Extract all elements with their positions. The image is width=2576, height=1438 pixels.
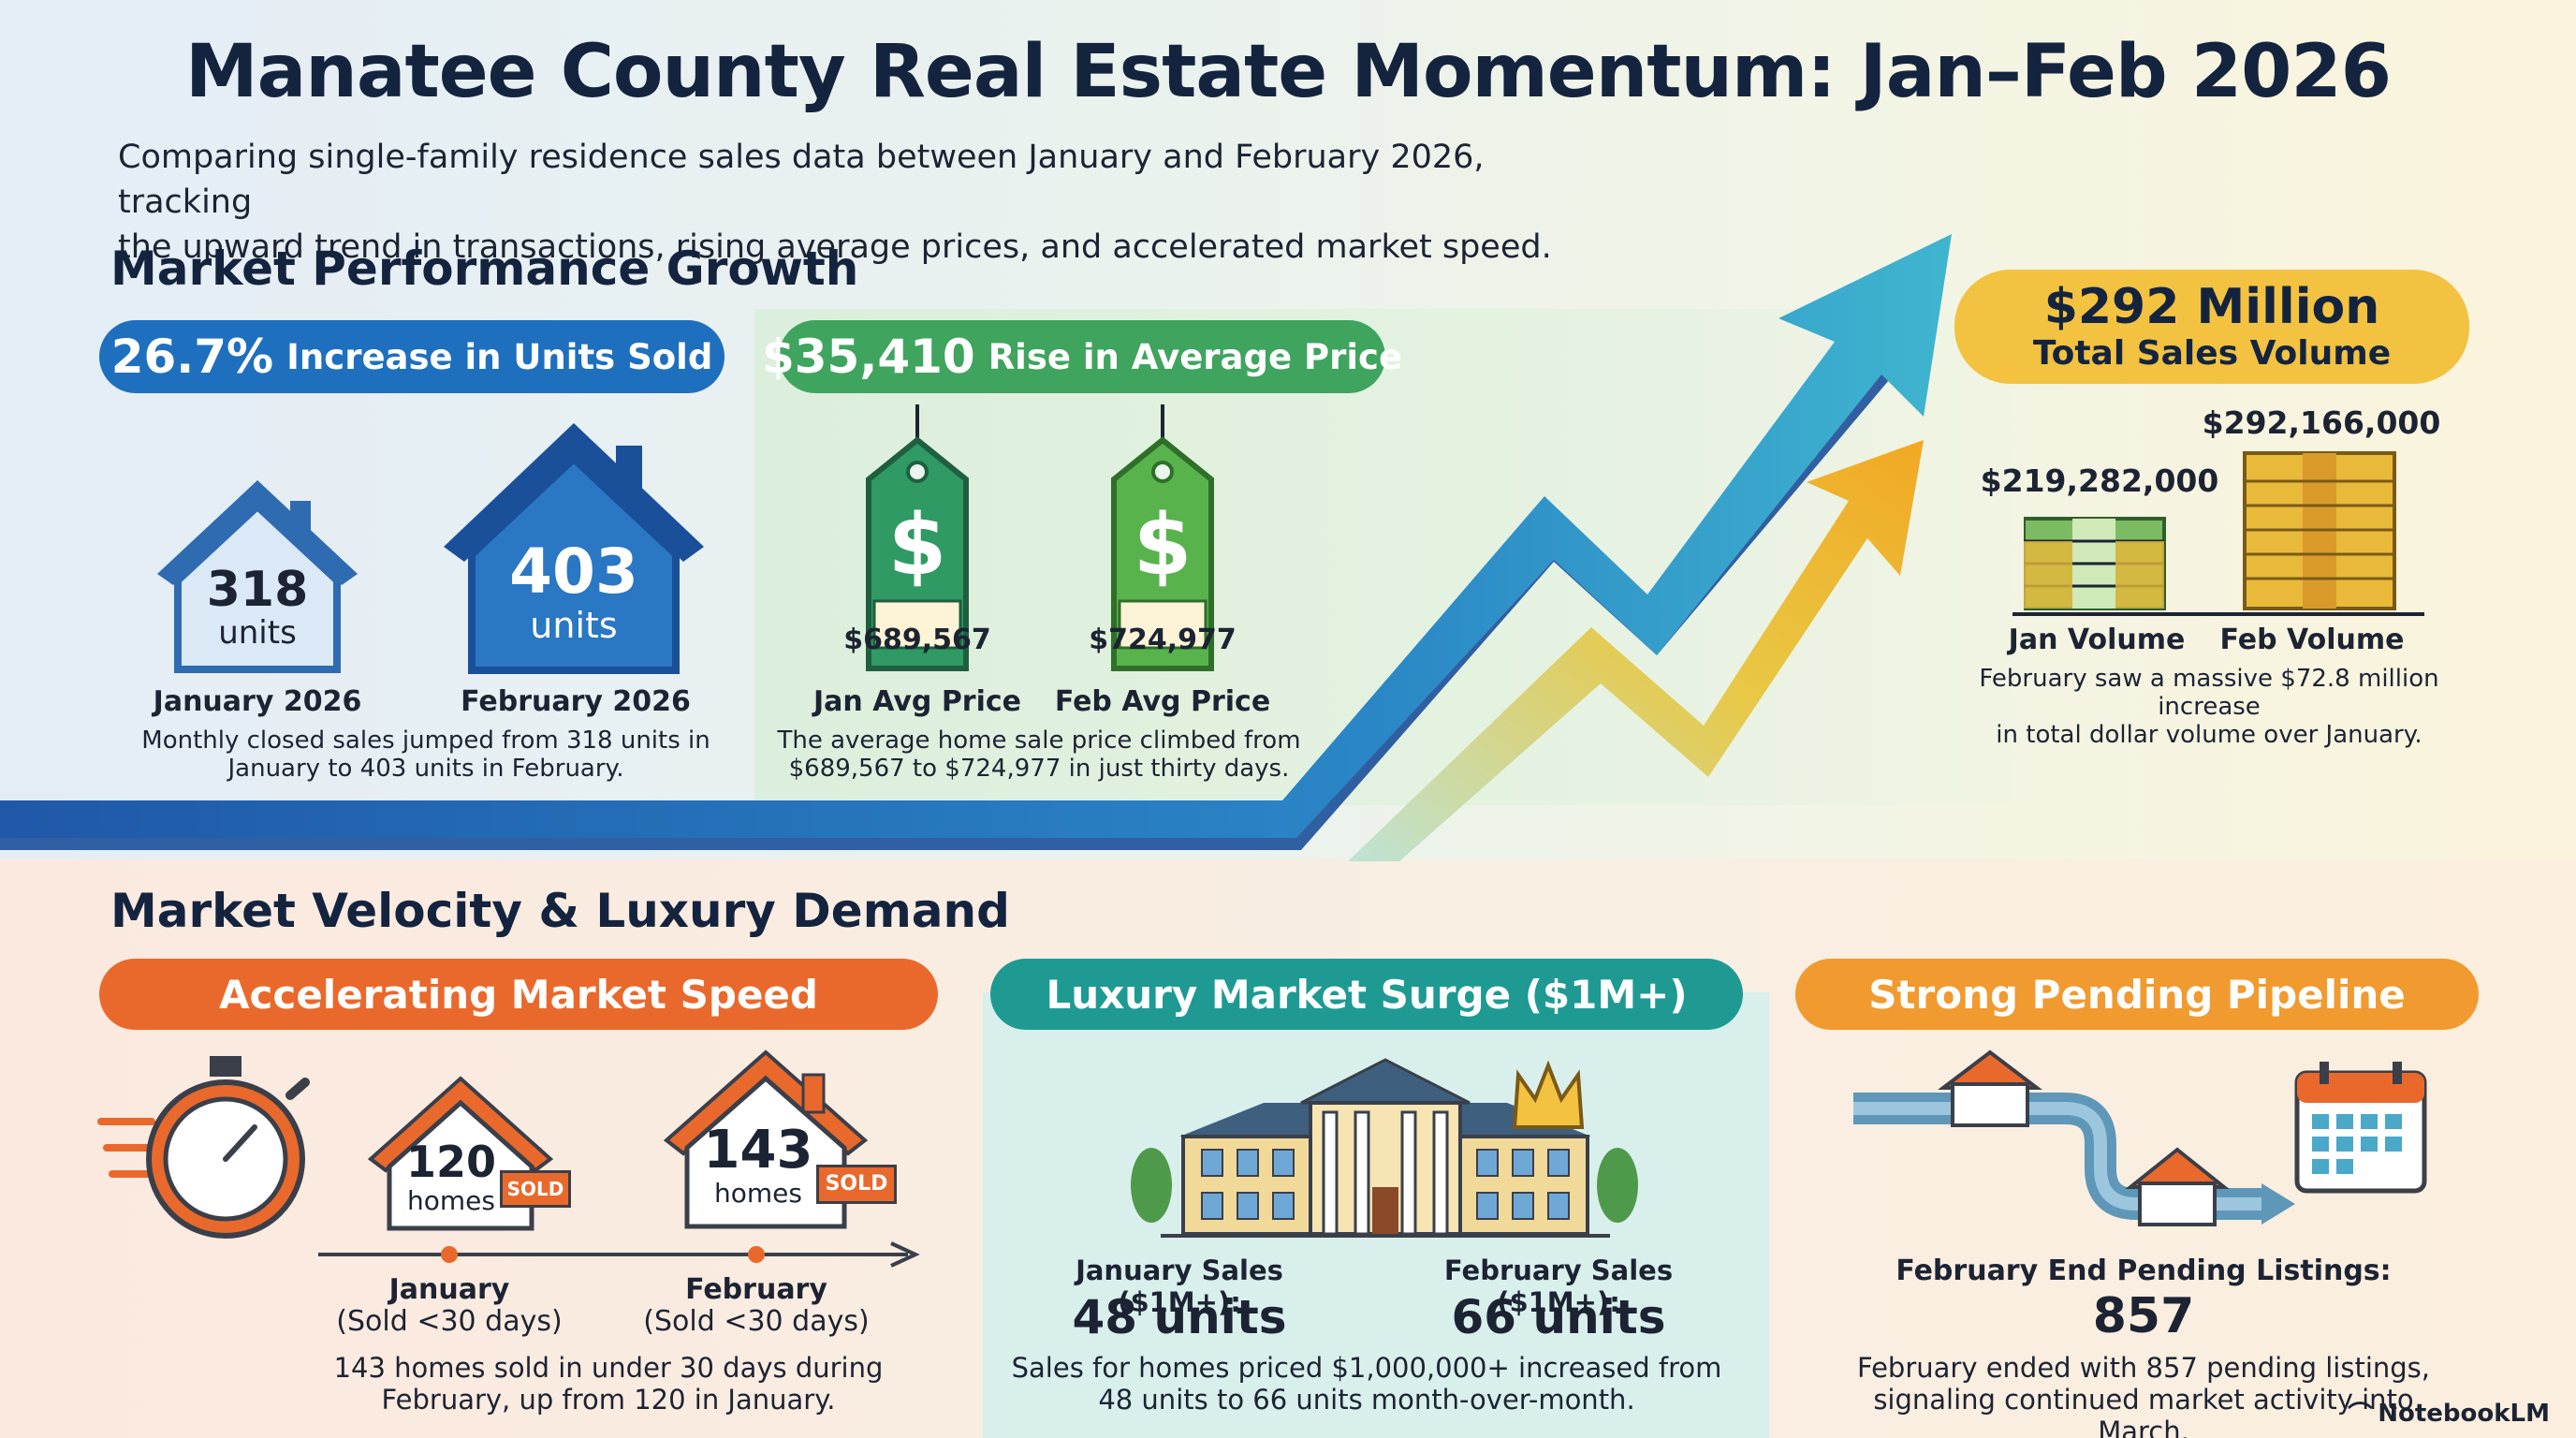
units-increase-pill: 26.7% Increase in Units Sold	[99, 320, 724, 393]
pending-description: February ended with 857 pending listings…	[1825, 1352, 2462, 1438]
price-increase-label: Rise in Average Price	[988, 336, 1403, 377]
brand-name: NotebookLM	[2378, 1399, 2550, 1428]
sales-volume-pill: $292 Million Total Sales Volume	[1954, 270, 2469, 384]
house-icon	[157, 480, 358, 673]
money-stack-icon	[2243, 451, 2396, 610]
units-description: Monthly closed sales jumped from 318 uni…	[131, 726, 721, 783]
luxury-desc-line-2: 48 units to 66 units month-over-month.	[1098, 1384, 1635, 1416]
speed-desc-line-2: February, up from 120 in January.	[381, 1384, 836, 1416]
sales-volume-label: Total Sales Volume	[2032, 334, 2392, 373]
dollar-sign-icon: $	[1133, 496, 1193, 594]
pending-label: February End Pending Listings:	[1895, 1255, 2392, 1287]
units-increase-value: 26.7%	[110, 330, 274, 384]
feb-speed-label: February	[685, 1273, 827, 1306]
feb-price-label: Feb Avg Price	[1054, 685, 1271, 718]
jan-price-value: $689,567	[843, 624, 991, 656]
feb-volume-value: $292,166,000	[2202, 404, 2441, 441]
sold-sign: SOLD	[500, 1170, 571, 1208]
jan-volume-value: $219,282,000	[1980, 462, 2219, 499]
jan-units-number: 318	[206, 562, 309, 618]
volume-desc-line-1: February saw a massive $72.8 million inc…	[1979, 665, 2439, 721]
dollar-sign-icon: $	[887, 496, 947, 594]
price-desc-line-2: $689,567 to $724,977 in just thirty days…	[788, 755, 1290, 783]
price-increase-pill: $35,410 Rise in Average Price	[762, 320, 1402, 393]
feb-homes-number: 143	[703, 1120, 813, 1181]
feb-units-label: February 2026	[461, 685, 691, 718]
market-speed-pill: Accelerating Market Speed	[99, 959, 938, 1030]
volume-baseline	[2012, 612, 2424, 616]
luxury-surge-pill: Luxury Market Surge ($1M+)	[990, 959, 1743, 1030]
calendar-icon	[2294, 1062, 2427, 1194]
feb-speed-sub: (Sold <30 days)	[643, 1305, 870, 1338]
units-increase-label: Increase in Units Sold	[286, 336, 713, 377]
pending-pipeline-pill: Strong Pending Pipeline	[1795, 959, 2479, 1030]
mansion-icon	[1131, 1058, 1638, 1238]
stopwatch-icon	[97, 1056, 310, 1239]
feb-units-unit: units	[530, 605, 618, 646]
units-desc-line-2: January to 403 units in February.	[227, 755, 624, 783]
jan-speed-sub: (Sold <30 days)	[336, 1305, 563, 1338]
price-description: The average home sale price climbed from…	[777, 726, 1301, 783]
jan-units-label: January 2026	[153, 685, 362, 718]
jan-luxury-label: January Sales ($1M+):	[1076, 1255, 1283, 1318]
speed-description: 143 homes sold in under 30 days during F…	[281, 1352, 936, 1416]
jan-homes-unit: homes	[407, 1185, 495, 1216]
feb-luxury-label: February Sales ($1M+):	[1443, 1255, 1674, 1318]
feb-homes-unit: homes	[714, 1178, 802, 1209]
money-stack-icon	[2024, 517, 2166, 610]
price-increase-value: $35,410	[761, 330, 975, 384]
feb-luxury-value: 66 units	[1451, 1290, 1666, 1344]
volume-description: February saw a massive $72.8 million inc…	[1928, 665, 2490, 749]
jan-speed-label: January	[388, 1273, 510, 1306]
price-tag-icon	[1111, 404, 1214, 671]
pending-value: 857	[2092, 1288, 2195, 1344]
jan-volume-label: Jan Volume	[2008, 624, 2186, 656]
sold-sign: SOLD	[816, 1165, 897, 1204]
subtitle-line-2: the upward trend in transactions, rising…	[118, 228, 1552, 266]
page-subtitle: Comparing single-family residence sales …	[118, 135, 1578, 270]
house-icon	[367, 1076, 554, 1231]
page-title: Manatee County Real Estate Momentum: Jan…	[185, 30, 2392, 114]
crown-icon	[1512, 1060, 1585, 1129]
sales-volume-value: $292 Million	[2043, 279, 2380, 335]
feb-units-number: 403	[509, 536, 638, 608]
feb-price-value: $724,977	[1089, 624, 1237, 656]
speed-desc-line-1: 143 homes sold in under 30 days during	[333, 1352, 884, 1384]
section-heading-performance: Market Performance Growth	[110, 242, 859, 296]
brand-watermark: ⌒ NotebookLM	[2348, 1396, 2550, 1431]
price-desc-line-1: The average home sale price climbed from	[777, 726, 1301, 755]
jan-luxury-value: 48 units	[1072, 1290, 1287, 1344]
feb-volume-label: Feb Volume	[2219, 624, 2405, 656]
volume-desc-line-2: in total dollar volume over January.	[1996, 721, 2422, 749]
timeline-arrow	[318, 1241, 920, 1268]
pipeline-icon	[1853, 1049, 2295, 1226]
jan-units-unit: units	[218, 614, 297, 652]
jan-price-label: Jan Avg Price	[812, 685, 1022, 718]
notebooklm-logo-icon: ⌒	[2348, 1401, 2373, 1430]
luxury-description: Sales for homes priced $1,000,000+ incre…	[1011, 1352, 1722, 1416]
section-heading-velocity: Market Velocity & Luxury Demand	[110, 884, 1010, 938]
luxury-desc-line-1: Sales for homes priced $1,000,000+ incre…	[1011, 1352, 1722, 1384]
jan-homes-number: 120	[405, 1137, 497, 1187]
growth-arrows	[0, 234, 1952, 861]
house-icon	[444, 423, 704, 674]
subtitle-line-1: Comparing single-family residence sales …	[118, 139, 1485, 221]
pending-desc-line-2: signaling continued market activity into…	[1873, 1384, 2414, 1438]
units-desc-line-1: Monthly closed sales jumped from 318 uni…	[141, 726, 710, 755]
pending-desc-line-1: February ended with 857 pending listings…	[1856, 1352, 2430, 1384]
price-tag-icon	[866, 404, 969, 671]
house-icon	[663, 1049, 869, 1229]
